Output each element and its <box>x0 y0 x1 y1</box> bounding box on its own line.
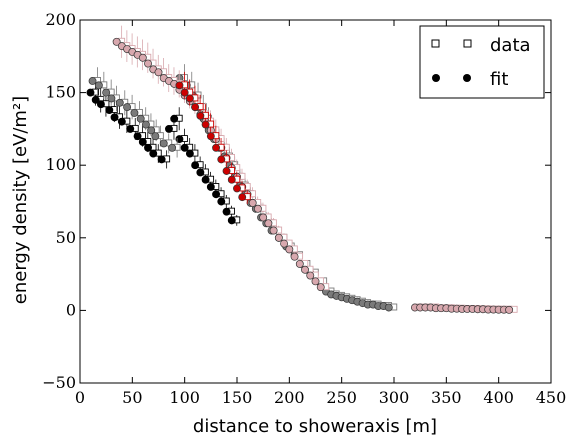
fit-marker <box>144 59 152 68</box>
fit-marker <box>138 53 147 62</box>
fit-marker <box>222 167 231 175</box>
fit-marker <box>102 88 111 97</box>
fit-marker <box>201 175 210 184</box>
fit-marker <box>86 88 95 97</box>
fit-marker <box>130 108 139 117</box>
legend-data-marker-left <box>431 39 440 48</box>
x-tick-label: 350 <box>431 388 462 407</box>
x-tick-label: 50 <box>122 388 142 407</box>
fit-marker <box>217 155 226 164</box>
fit-marker <box>154 68 163 77</box>
fit-marker <box>94 81 103 90</box>
fit-marker <box>222 207 231 216</box>
fit-marker <box>126 124 135 133</box>
legend-data-marker-right <box>463 39 472 48</box>
legend-fit-marker-right <box>463 74 471 82</box>
fit-marker <box>259 213 268 222</box>
fit-marker <box>285 245 294 254</box>
legend-fit-label: fit <box>490 69 508 90</box>
fit-marker <box>384 303 393 312</box>
y-tick-label: 100 <box>45 155 76 174</box>
fit-marker <box>110 113 119 122</box>
fit-marker <box>168 143 177 152</box>
fit-marker <box>147 126 156 135</box>
fit-marker <box>151 132 160 141</box>
legend-fit-marker-left <box>432 74 440 82</box>
fit-marker <box>157 155 166 164</box>
fit-marker <box>212 143 221 152</box>
fit-marker <box>290 252 299 261</box>
fit-marker <box>191 161 200 170</box>
fit-marker <box>105 106 114 114</box>
fit-marker <box>149 149 158 158</box>
x-tick-label: 250 <box>326 388 357 407</box>
fit-marker <box>295 259 304 268</box>
fit-marker <box>191 103 200 112</box>
fit-marker <box>170 114 179 123</box>
fit-marker <box>264 219 273 228</box>
fit-marker <box>316 283 325 292</box>
fit-marker <box>115 98 124 107</box>
y-axis-label: energy density [eV/m²] <box>10 96 31 304</box>
fit-marker <box>138 138 147 146</box>
x-tick-label: 300 <box>379 388 410 407</box>
fit-marker <box>112 37 121 46</box>
y-tick-label: 50 <box>56 228 76 247</box>
fit-marker <box>196 111 205 120</box>
fit-marker <box>217 197 226 206</box>
legend-box <box>419 25 545 99</box>
fit-marker <box>117 117 126 126</box>
fit-marker <box>253 204 262 213</box>
fit-marker <box>141 120 150 129</box>
fit-marker <box>144 143 152 152</box>
x-tick-label: 200 <box>274 388 305 407</box>
fit-marker <box>180 143 189 152</box>
fit-marker <box>274 233 283 242</box>
fit-marker <box>180 88 189 97</box>
fit-marker <box>185 149 194 158</box>
x-tick-label: 400 <box>483 388 514 407</box>
x-tick-label: 450 <box>536 388 567 407</box>
y-tick-label: 200 <box>45 10 76 29</box>
x-tick-label: 0 <box>75 388 85 407</box>
fit-marker <box>88 77 97 85</box>
y-tick-label: 150 <box>45 83 76 102</box>
x-tick-label: 150 <box>222 388 253 407</box>
fit-marker <box>196 168 205 177</box>
legend: data fit <box>419 25 545 99</box>
fit-marker <box>206 183 215 191</box>
fit-marker <box>280 239 289 248</box>
fit-marker <box>91 95 100 104</box>
fit-marker <box>123 103 132 112</box>
fit-marker <box>233 184 241 193</box>
fit-marker <box>185 94 194 103</box>
fit-marker <box>133 132 142 141</box>
fit-marker <box>175 81 184 90</box>
fit-marker <box>159 139 168 148</box>
fit-marker <box>505 305 514 314</box>
fit-marker <box>248 199 257 207</box>
y-tick-label: 0 <box>66 300 76 319</box>
x-axis-label: distance to showeraxis [m] <box>193 416 437 437</box>
y-tick-label: −50 <box>42 373 76 392</box>
fit-marker <box>206 132 215 141</box>
fit-marker <box>212 190 221 199</box>
legend-data-label: data <box>490 35 531 56</box>
fit-marker <box>227 175 236 184</box>
fit-marker <box>201 120 210 129</box>
fit-marker <box>175 135 184 144</box>
fit-marker <box>136 114 145 123</box>
fit-marker <box>306 271 315 280</box>
fit-marker <box>165 124 173 133</box>
plot-frame <box>79 19 552 384</box>
fit-marker <box>311 277 320 286</box>
fit-marker <box>227 216 236 225</box>
x-tick-label: 100 <box>169 388 200 407</box>
fit-marker <box>96 100 105 109</box>
fit-marker <box>107 94 116 103</box>
fit-marker <box>301 265 309 274</box>
fit-marker <box>269 226 278 235</box>
fit-marker <box>238 193 247 202</box>
